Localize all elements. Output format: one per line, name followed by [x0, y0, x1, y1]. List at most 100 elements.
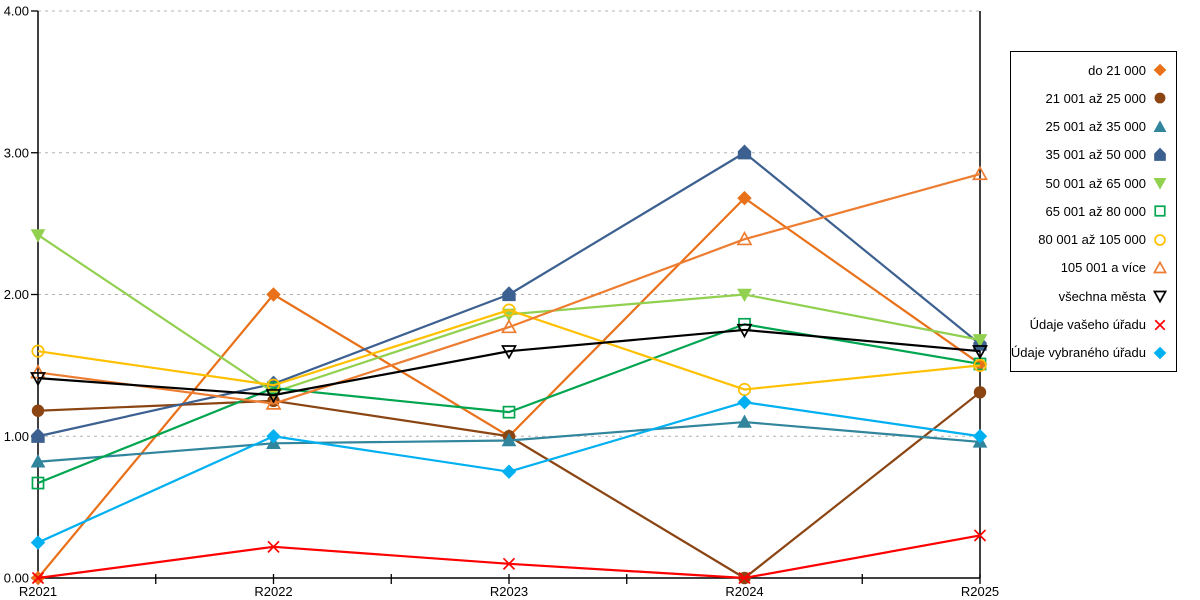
- circle-legend-icon: [1154, 92, 1166, 104]
- diamond-marker: [501, 464, 517, 479]
- x-marker: [1154, 319, 1166, 330]
- y-axis-label: 3.00: [4, 145, 29, 160]
- pentagon-marker: [502, 286, 516, 302]
- series-line: [37, 328, 981, 397]
- diamond-marker: [1153, 346, 1167, 360]
- legend-item: 35 001 až 50 000: [1015, 147, 1168, 163]
- legend-item: Údaje vašeho úřadu: [1015, 317, 1168, 333]
- y-axis-label: 4.00: [4, 4, 29, 19]
- x-marker: [973, 529, 987, 542]
- triangle-up-marker: [737, 414, 752, 428]
- circle-marker: [973, 358, 987, 372]
- triangle-up-marker: [736, 230, 753, 246]
- triangle-up-marker: [501, 432, 517, 447]
- series-line: [37, 323, 981, 485]
- triangle-down-marker: [30, 372, 46, 387]
- diamond-legend-icon: [1153, 346, 1167, 360]
- y-axis-label: 1.00: [4, 429, 29, 444]
- circle-marker: [973, 386, 987, 399]
- triangle-down-legend-icon: [1152, 290, 1168, 304]
- series-line: [37, 534, 981, 580]
- y-axis-label: 0.00: [4, 571, 29, 586]
- triangle-up-marker: [30, 364, 46, 379]
- legend-item: 25 001 až 35 000: [1015, 119, 1168, 135]
- diamond-marker: [266, 429, 281, 444]
- triangle-up-marker: [972, 165, 988, 181]
- triangle-up-marker: [1152, 260, 1168, 274]
- circle-marker: [1154, 233, 1166, 246]
- legend-item: 50 001 až 65 000: [1015, 175, 1168, 191]
- legend-item-label: 25 001 až 35 000: [1045, 119, 1146, 135]
- legend-item: 80 001 až 105 000: [1015, 232, 1168, 248]
- x-marker: [267, 540, 280, 553]
- square-legend-icon: [1154, 205, 1166, 218]
- pentagon-marker: [31, 428, 45, 443]
- diamond-marker: [737, 190, 752, 206]
- diamond-marker: [737, 395, 752, 410]
- series-line: [37, 308, 981, 391]
- legend-item-label: Údaje vybraného úřadu: [1010, 345, 1146, 361]
- triangle-up-marker: [30, 454, 46, 468]
- x-legend-icon: [1154, 319, 1166, 330]
- circle-legend-icon: [1154, 233, 1166, 246]
- legend-item: Údaje vybraného úřadu: [1011, 345, 1168, 361]
- square-marker: [1154, 205, 1166, 218]
- legend-item-label: 35 001 až 50 000: [1045, 147, 1146, 163]
- circle-marker: [31, 404, 45, 417]
- pentagon-marker: [737, 144, 752, 160]
- pentagon-legend-icon: [1154, 147, 1166, 161]
- triangle-up-marker: [1153, 120, 1167, 132]
- legend-item: 65 001 až 80 000: [1015, 203, 1168, 219]
- triangle-down-legend-icon: [1153, 178, 1167, 190]
- x-axis-label: R2022: [254, 584, 292, 599]
- pentagon-marker: [1154, 147, 1166, 161]
- x-marker: [31, 571, 45, 585]
- legend-item-label: 105 001 a více: [1060, 260, 1146, 276]
- legend-item: 105 001 a více: [1015, 260, 1168, 276]
- x-axis-label: R2023: [490, 584, 528, 599]
- legend-item-label: 65 001 až 80 000: [1045, 203, 1146, 219]
- x-axis-label: R2025: [961, 584, 999, 599]
- triangle-up-legend-icon: [1152, 260, 1168, 274]
- triangle-down-marker: [501, 345, 517, 360]
- square-marker: [31, 476, 45, 490]
- triangle-up-marker: [501, 318, 517, 334]
- triangle-down-marker: [737, 288, 752, 303]
- x-axis-label: R2024: [725, 584, 763, 599]
- legend-item-label: Údaje vašeho úřadu: [1029, 317, 1146, 333]
- circle-marker: [266, 378, 281, 392]
- diamond-marker: [30, 535, 46, 550]
- triangle-down-marker: [736, 323, 753, 339]
- circle-marker: [502, 303, 516, 317]
- triangle-down-marker: [265, 389, 282, 404]
- legend-item-label: 80 001 až 105 000: [1038, 232, 1146, 248]
- legend-item-label: 21 001 až 25 000: [1045, 90, 1146, 106]
- triangle-down-marker: [1152, 290, 1168, 304]
- circle-marker: [1154, 92, 1166, 104]
- triangle-down-marker: [30, 229, 46, 243]
- circle-marker: [31, 344, 45, 358]
- series-line: [37, 172, 981, 405]
- x-marker: [738, 571, 751, 585]
- triangle-up-legend-icon: [1153, 120, 1167, 132]
- diamond-marker: [972, 429, 988, 444]
- legend-item: do 21 000: [1015, 62, 1168, 78]
- triangle-down-marker: [972, 345, 988, 360]
- legend-box: do 21 000 21 001 až 25 000 25 001 až 35 00…: [1010, 51, 1177, 372]
- square-marker: [502, 405, 516, 419]
- diamond-marker: [266, 287, 281, 302]
- triangle-down-marker: [972, 334, 988, 348]
- x-axis-label: R2021: [19, 584, 57, 599]
- legend-item: všechna města: [1015, 288, 1168, 304]
- legend-item-label: všechna města: [1058, 288, 1146, 304]
- triangle-down-marker: [1153, 178, 1167, 190]
- x-marker: [502, 557, 516, 570]
- series-line: [37, 391, 981, 580]
- triangle-up-marker: [265, 395, 282, 410]
- legend-item: 21 001 až 25 000: [1015, 90, 1168, 106]
- legend-item-label: 50 001 až 65 000: [1045, 175, 1146, 191]
- legend-item-label: do 21 000: [1088, 62, 1146, 78]
- y-axis-label: 2.00: [4, 287, 29, 302]
